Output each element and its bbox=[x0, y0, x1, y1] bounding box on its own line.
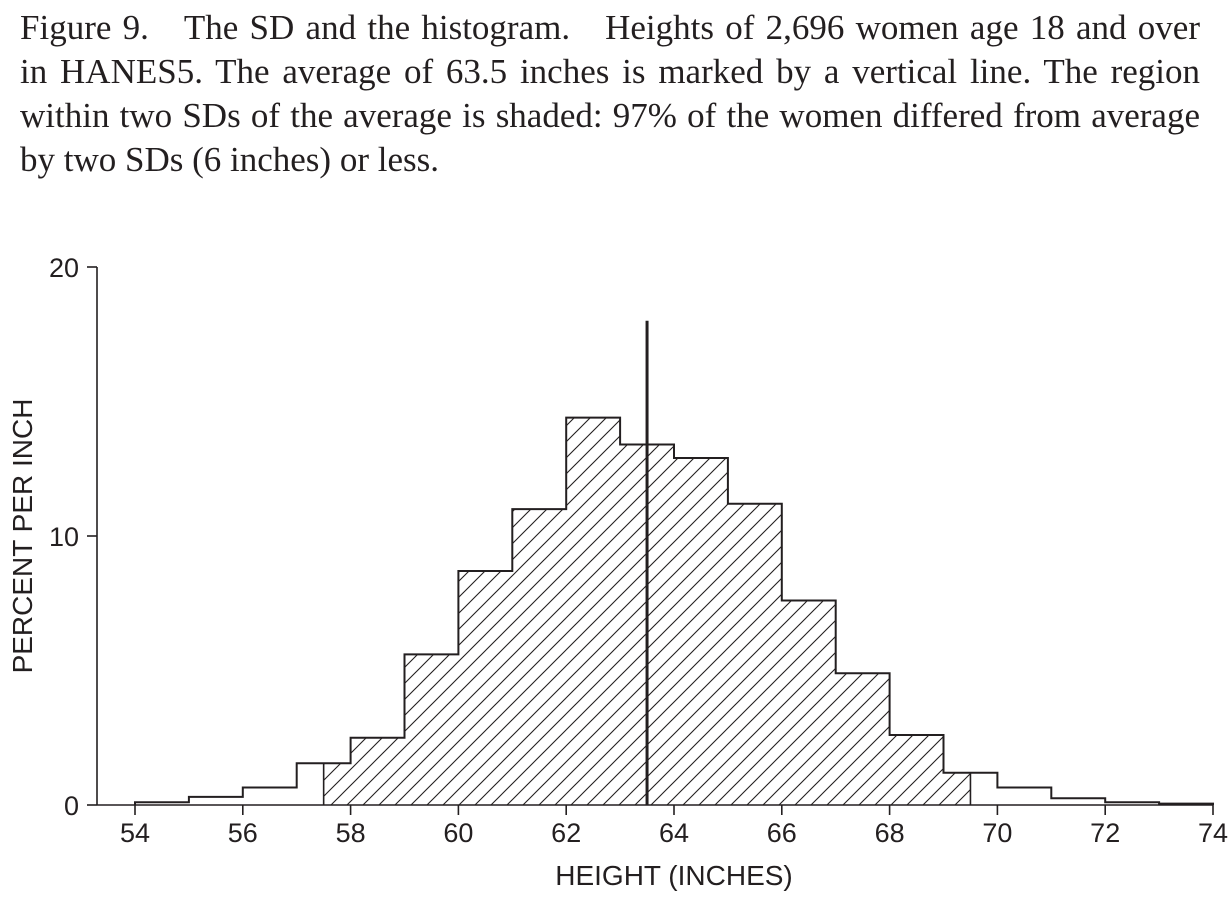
histogram-outline bbox=[134, 416, 1214, 805]
histogram-bar-55-56 bbox=[189, 797, 243, 805]
x-tick-label-70: 70 bbox=[982, 818, 1012, 848]
histogram-bars bbox=[134, 416, 1214, 805]
x-tick-label-58: 58 bbox=[336, 818, 366, 848]
hatched-area bbox=[323, 417, 971, 805]
y-tick-label-10: 10 bbox=[49, 522, 79, 552]
x-axis-title: HEIGHT (INCHES) bbox=[555, 860, 793, 891]
axes: 54 56 58 60 62 64 66 68 70 72 74 0 10 20 bbox=[49, 253, 1228, 848]
histogram-bar-56-57 bbox=[243, 788, 297, 805]
x-tick-label-64: 64 bbox=[659, 818, 689, 848]
x-tick-label-54: 54 bbox=[120, 818, 150, 848]
x-tick-label-62: 62 bbox=[551, 818, 581, 848]
y-tick-label-20: 20 bbox=[49, 253, 79, 283]
figure-label: Figure 9. bbox=[20, 8, 149, 47]
shaded-region bbox=[323, 417, 971, 805]
x-tick-label-60: 60 bbox=[443, 818, 473, 848]
y-axis-title: PERCENT PER INCH bbox=[7, 399, 38, 674]
x-tick-label-72: 72 bbox=[1090, 818, 1120, 848]
x-tick-label-56: 56 bbox=[228, 818, 258, 848]
y-tick-label-0: 0 bbox=[64, 791, 79, 821]
x-tick-label-66: 66 bbox=[767, 818, 797, 848]
x-tick-label-68: 68 bbox=[875, 818, 905, 848]
histogram-bar-71-72 bbox=[1051, 798, 1105, 805]
figure-title: The SD and the histogram. bbox=[183, 8, 571, 47]
x-tick-label-74: 74 bbox=[1198, 818, 1228, 848]
histogram-bar-70-71 bbox=[997, 788, 1051, 805]
figure-description: Heights of 2,696 women age 18 and over i… bbox=[20, 8, 1200, 179]
figure-caption: Figure 9. The SD and the histogram. Heig… bbox=[20, 6, 1200, 182]
